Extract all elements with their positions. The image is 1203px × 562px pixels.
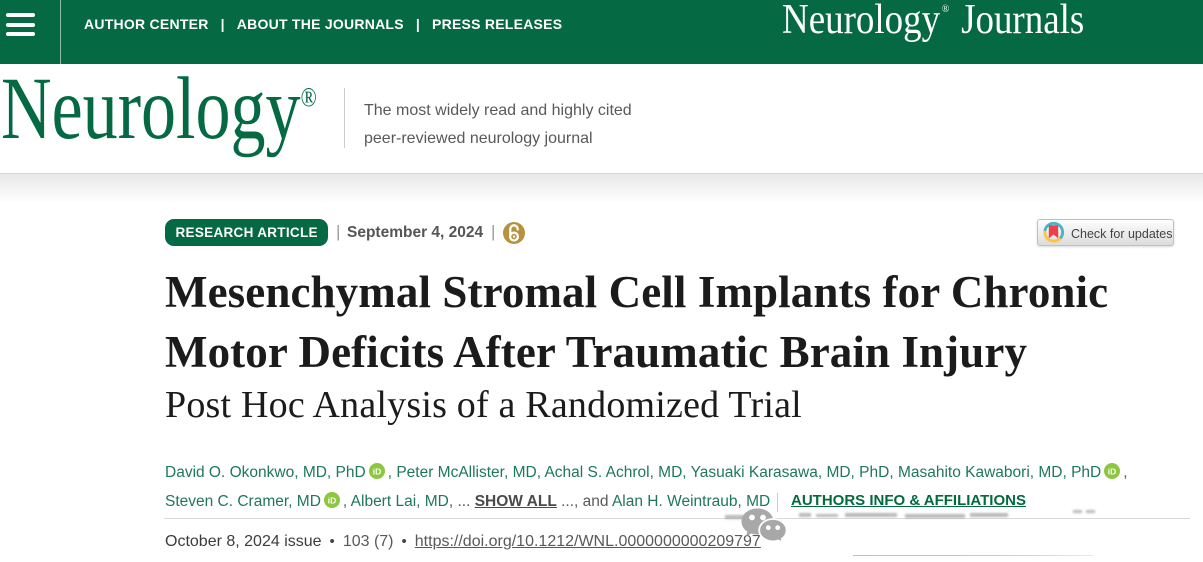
- svg-text:iD: iD: [328, 495, 337, 505]
- svg-text:iD: iD: [372, 466, 381, 476]
- svg-text:iD: iD: [1108, 466, 1117, 476]
